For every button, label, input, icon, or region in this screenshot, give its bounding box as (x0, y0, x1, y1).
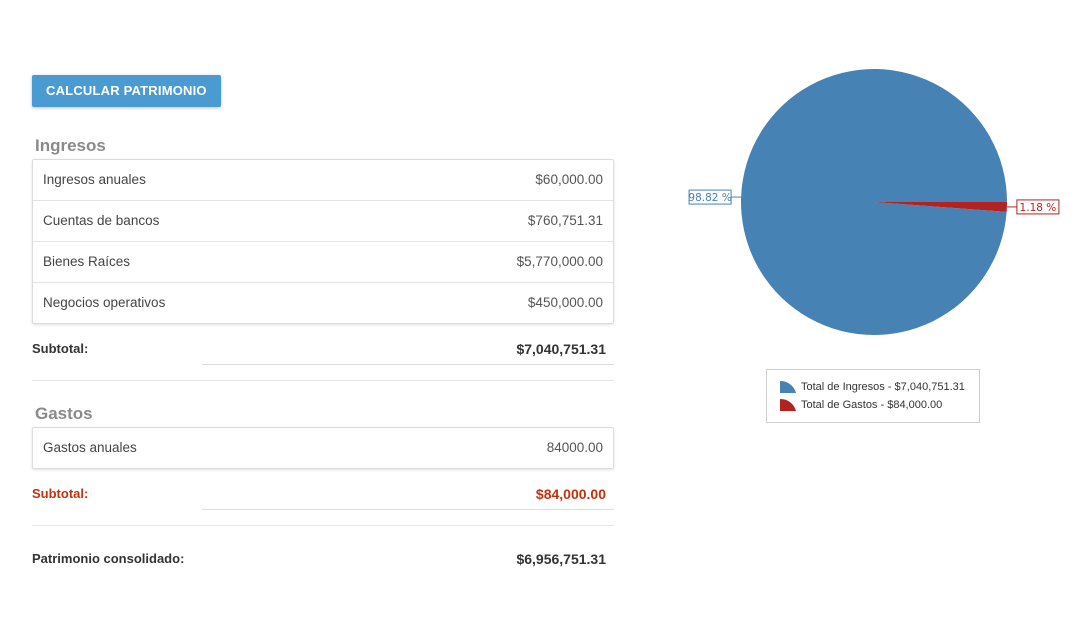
legend-item-ingresos[interactable]: Total de Ingresos - $7,040,751.31 (779, 378, 979, 396)
data-label-box-1 (1016, 199, 1060, 215)
ingresos-row[interactable]: Cuentas de bancos $760,751.31 (33, 201, 613, 242)
subtotal-value: $7,040,751.31 (516, 341, 606, 357)
ingresos-card: Ingresos anuales $60,000.00 Cuentas de b… (32, 159, 614, 324)
patrimonio-consolidado: Patrimonio consolidado: $6,956,751.31 (32, 544, 614, 574)
patrimonio-value: $6,956,751.31 (516, 551, 606, 567)
subtotal-label: Subtotal: (32, 341, 89, 356)
pie-slice-0[interactable] (741, 68, 1007, 335)
ingresos-row[interactable]: Negocios operativos $450,000.00 (33, 283, 613, 323)
legend-swatch-ingresos (780, 380, 796, 393)
pie-slice-1[interactable] (874, 202, 1007, 212)
row-value[interactable]: $5,770,000.00 (516, 254, 603, 269)
data-label-1: 1.18 % (1020, 202, 1057, 214)
row-label: Gastos anuales (43, 440, 137, 455)
subtotal-label: Subtotal: (32, 486, 89, 501)
data-label-0: 98.82 % (688, 192, 731, 204)
row-label: Cuentas de bancos (43, 213, 160, 228)
section-divider (32, 525, 614, 526)
patrimonio-label: Patrimonio consolidado: (32, 551, 185, 566)
gastos-row[interactable]: Gastos anuales 84000.00 (33, 428, 613, 468)
section-divider (32, 380, 614, 381)
chart-legend: Total de Ingresos - $7,040,751.31 Total … (766, 369, 980, 423)
row-value[interactable]: 84000.00 (546, 440, 603, 455)
calculator-panel: CALCULAR PATRIMONIO Ingresos Ingresos an… (32, 75, 614, 574)
row-label: Bienes Raíces (43, 254, 131, 269)
ingresos-subtotal: Subtotal: $7,040,751.31 (32, 324, 614, 365)
row-label: Ingresos anuales (43, 172, 146, 187)
ingresos-row[interactable]: Ingresos anuales $60,000.00 (33, 160, 613, 201)
subtotal-value: $84,000.00 (535, 486, 606, 502)
gastos-title: Gastos (35, 404, 93, 423)
ingresos-row[interactable]: Bienes Raíces $5,770,000.00 (33, 242, 613, 283)
legend-item-gastos[interactable]: Total de Gastos - $84,000.00 (779, 396, 979, 414)
legend-swatch-gastos (780, 398, 796, 411)
pie-chart-svg: 98.82 % 1.18 % (688, 68, 1060, 335)
gastos-card: Gastos anuales 84000.00 (32, 427, 614, 469)
legend-label: Total de Ingresos - $7,040,751.31 (801, 381, 965, 393)
row-value[interactable]: $60,000.00 (535, 172, 603, 187)
row-label: Negocios operativos (43, 295, 166, 310)
data-label-box-0 (688, 189, 732, 205)
subtotal-underline (202, 509, 614, 510)
row-value[interactable]: $760,751.31 (527, 213, 603, 228)
ingresos-title: Ingresos (35, 136, 106, 155)
subtotal-underline (202, 364, 614, 365)
row-value[interactable]: $450,000.00 (527, 295, 603, 310)
calcular-patrimonio-button[interactable]: CALCULAR PATRIMONIO (32, 75, 221, 107)
pie-chart: 98.82 % 1.18 % Total de Ingresos - $7,040… (660, 55, 1080, 445)
gastos-subtotal: Subtotal: $84,000.00 (32, 469, 614, 510)
legend-label: Total de Gastos - $84,000.00 (801, 399, 943, 411)
